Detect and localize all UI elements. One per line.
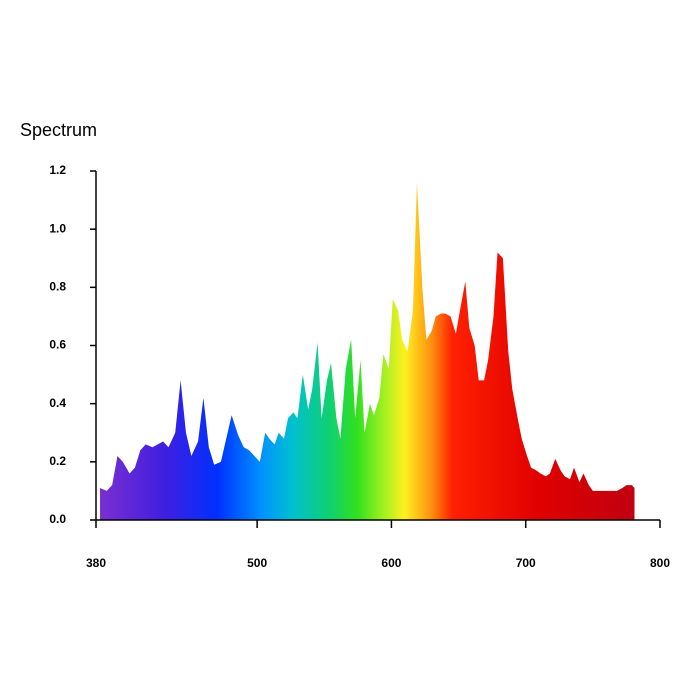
x-tick-label: 600 bbox=[381, 556, 401, 570]
x-tick-label: 380 bbox=[86, 556, 106, 570]
spectrum-area bbox=[100, 182, 635, 520]
y-tick-label: 1.2 bbox=[49, 163, 66, 177]
x-tick-label: 700 bbox=[516, 556, 536, 570]
y-tick-label: 0.0 bbox=[49, 512, 66, 526]
y-tick-label: 0.4 bbox=[49, 396, 66, 410]
y-tick-label: 0.8 bbox=[49, 280, 66, 294]
x-tick-label: 500 bbox=[247, 556, 267, 570]
y-tick-label: 1.0 bbox=[49, 221, 66, 235]
y-tick-label: 0.2 bbox=[49, 454, 66, 468]
x-tick-label: 800 bbox=[650, 556, 670, 570]
y-tick-label: 0.6 bbox=[49, 338, 66, 352]
chart-title: Spectrum bbox=[20, 120, 97, 140]
